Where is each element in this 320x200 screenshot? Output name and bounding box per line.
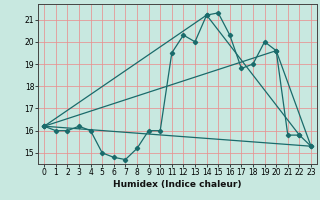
X-axis label: Humidex (Indice chaleur): Humidex (Indice chaleur) [113,180,242,189]
